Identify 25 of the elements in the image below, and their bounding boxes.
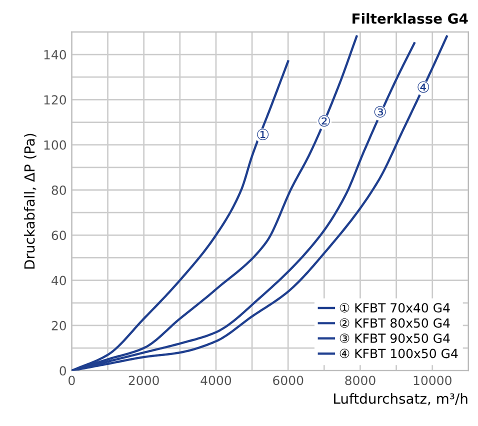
y-tick-label: 100 [44,140,66,150]
legend-label: ② KFBT 80x50 G4 [340,318,450,328]
annotation: ① [257,128,269,140]
y-tick-label: 140 [44,50,66,60]
annotation: ③ [374,106,386,118]
y-tick-label: 80 [52,185,66,195]
x-tick-label: 2000 [128,376,159,386]
annotation: ④ [418,81,430,93]
y-tick-label: 40 [52,276,66,286]
y-tick-label: 20 [52,320,66,330]
legend-label: ① KFBT 70x40 G4 [340,303,450,313]
y-axis-title: Druckabfall, ΔP (Pa) [24,134,36,269]
legend-label: ④ KFBT 100x50 G4 [340,348,458,358]
annotation: ② [318,115,330,127]
x-tick-label: 6000 [273,376,304,386]
y-tick-label: 0 [60,366,66,376]
x-axis-title: Luftdurchsatz, m³/h [334,393,468,406]
x-tick-label: 0 [68,376,75,386]
x-tick-label: 4000 [200,376,232,386]
x-tick-label: 10000 [414,376,452,386]
chart-title: Filterklasse G4 [352,13,468,24]
x-tick-label: 8000 [345,376,376,386]
y-tick-label: 120 [44,95,66,105]
legend-label: ③ KFBT 90x50 G4 [340,334,450,343]
y-tick-label: 60 [52,230,66,240]
